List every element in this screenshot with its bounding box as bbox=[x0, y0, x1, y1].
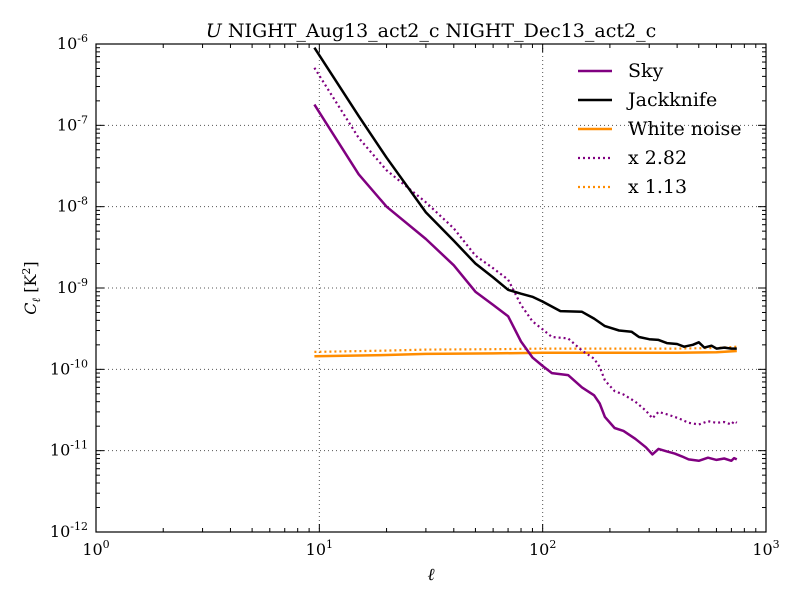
legend: Sky Jackknife White noise x 2.82 x 1.13 bbox=[578, 60, 742, 198]
x-tick-label-base: 10 bbox=[306, 540, 326, 559]
y-tick-label-exp: -8 bbox=[77, 195, 88, 208]
series-line-white-noise bbox=[314, 349, 737, 358]
series-line-x-1-13 bbox=[314, 345, 737, 353]
series-line-x-2-82 bbox=[313, 67, 738, 426]
x-tick-labels: 100 101 102 103 bbox=[82, 538, 779, 559]
y-tick-label-base: 10 bbox=[50, 522, 70, 541]
x-tick-label-base: 10 bbox=[82, 540, 102, 559]
y-tick-label-base: 10 bbox=[57, 115, 77, 134]
y-tick-label-exp: -11 bbox=[70, 439, 88, 452]
legend-label-x-1-13: x 1.13 bbox=[628, 176, 687, 198]
y-tick-label: 10-9 bbox=[57, 276, 88, 297]
x-tick-label-exp: 1 bbox=[326, 538, 333, 551]
series-layer bbox=[313, 47, 738, 463]
series-line-sky bbox=[313, 103, 738, 463]
y-axis-label-unit-sup: 2 bbox=[20, 268, 33, 275]
legend-label-sky: Sky bbox=[628, 60, 664, 82]
legend-label-x-2-82: x 2.82 bbox=[628, 147, 687, 169]
chart-title-symbol: U bbox=[206, 20, 223, 42]
y-axis-label: Cℓ [K2] bbox=[20, 261, 43, 314]
x-tick-label-exp: 0 bbox=[103, 538, 110, 551]
y-tick-label: 10-11 bbox=[50, 439, 88, 460]
x-tick-label: 101 bbox=[306, 538, 333, 559]
chart-title: U NIGHT_Aug13_act2_c NIGHT_Dec13_act2_c bbox=[206, 20, 656, 42]
y-tick-label-exp: -9 bbox=[77, 276, 88, 289]
y-tick-label-base: 10 bbox=[57, 278, 77, 297]
y-axis-label-unit-open: [K bbox=[21, 274, 40, 298]
axis-ticks bbox=[95, 43, 767, 533]
x-tick-label: 103 bbox=[752, 538, 779, 559]
y-tick-label-base: 10 bbox=[57, 197, 77, 216]
y-tick-label-exp: -7 bbox=[77, 113, 88, 126]
y-tick-label: 10-7 bbox=[57, 113, 88, 134]
series-line-jackknife bbox=[313, 47, 737, 350]
y-tick-label-base: 10 bbox=[50, 359, 70, 378]
legend-label-jackknife: Jackknife bbox=[626, 89, 717, 111]
y-axis-label-sub: ℓ bbox=[30, 297, 43, 302]
x-tick-label-exp: 2 bbox=[549, 538, 556, 551]
legend-label-white-noise: White noise bbox=[628, 118, 742, 140]
y-tick-label: 10-8 bbox=[57, 195, 88, 216]
y-axis-label-base: C bbox=[21, 302, 40, 314]
x-tick-label: 100 bbox=[82, 538, 109, 559]
y-tick-label-base: 10 bbox=[57, 34, 77, 53]
x-tick-label-base: 10 bbox=[752, 540, 772, 559]
y-tick-label: 10-6 bbox=[57, 32, 88, 53]
x-tick-label: 102 bbox=[529, 538, 556, 559]
y-tick-label-exp: -10 bbox=[70, 357, 88, 370]
grid-lines bbox=[96, 44, 766, 532]
x-tick-label-exp: 3 bbox=[773, 538, 780, 551]
y-tick-label: 10-12 bbox=[50, 520, 88, 541]
chart-title-text: NIGHT_Aug13_act2_c NIGHT_Dec13_act2_c bbox=[222, 20, 656, 42]
y-tick-label-exp: -6 bbox=[77, 32, 88, 45]
y-axis-label-unit-close: ] bbox=[21, 261, 40, 267]
x-tick-label-base: 10 bbox=[529, 540, 549, 559]
y-tick-label-exp: -12 bbox=[70, 520, 88, 533]
y-tick-label: 10-10 bbox=[50, 357, 88, 378]
y-tick-label-base: 10 bbox=[50, 441, 70, 460]
x-axis-label: ℓ bbox=[427, 565, 434, 585]
